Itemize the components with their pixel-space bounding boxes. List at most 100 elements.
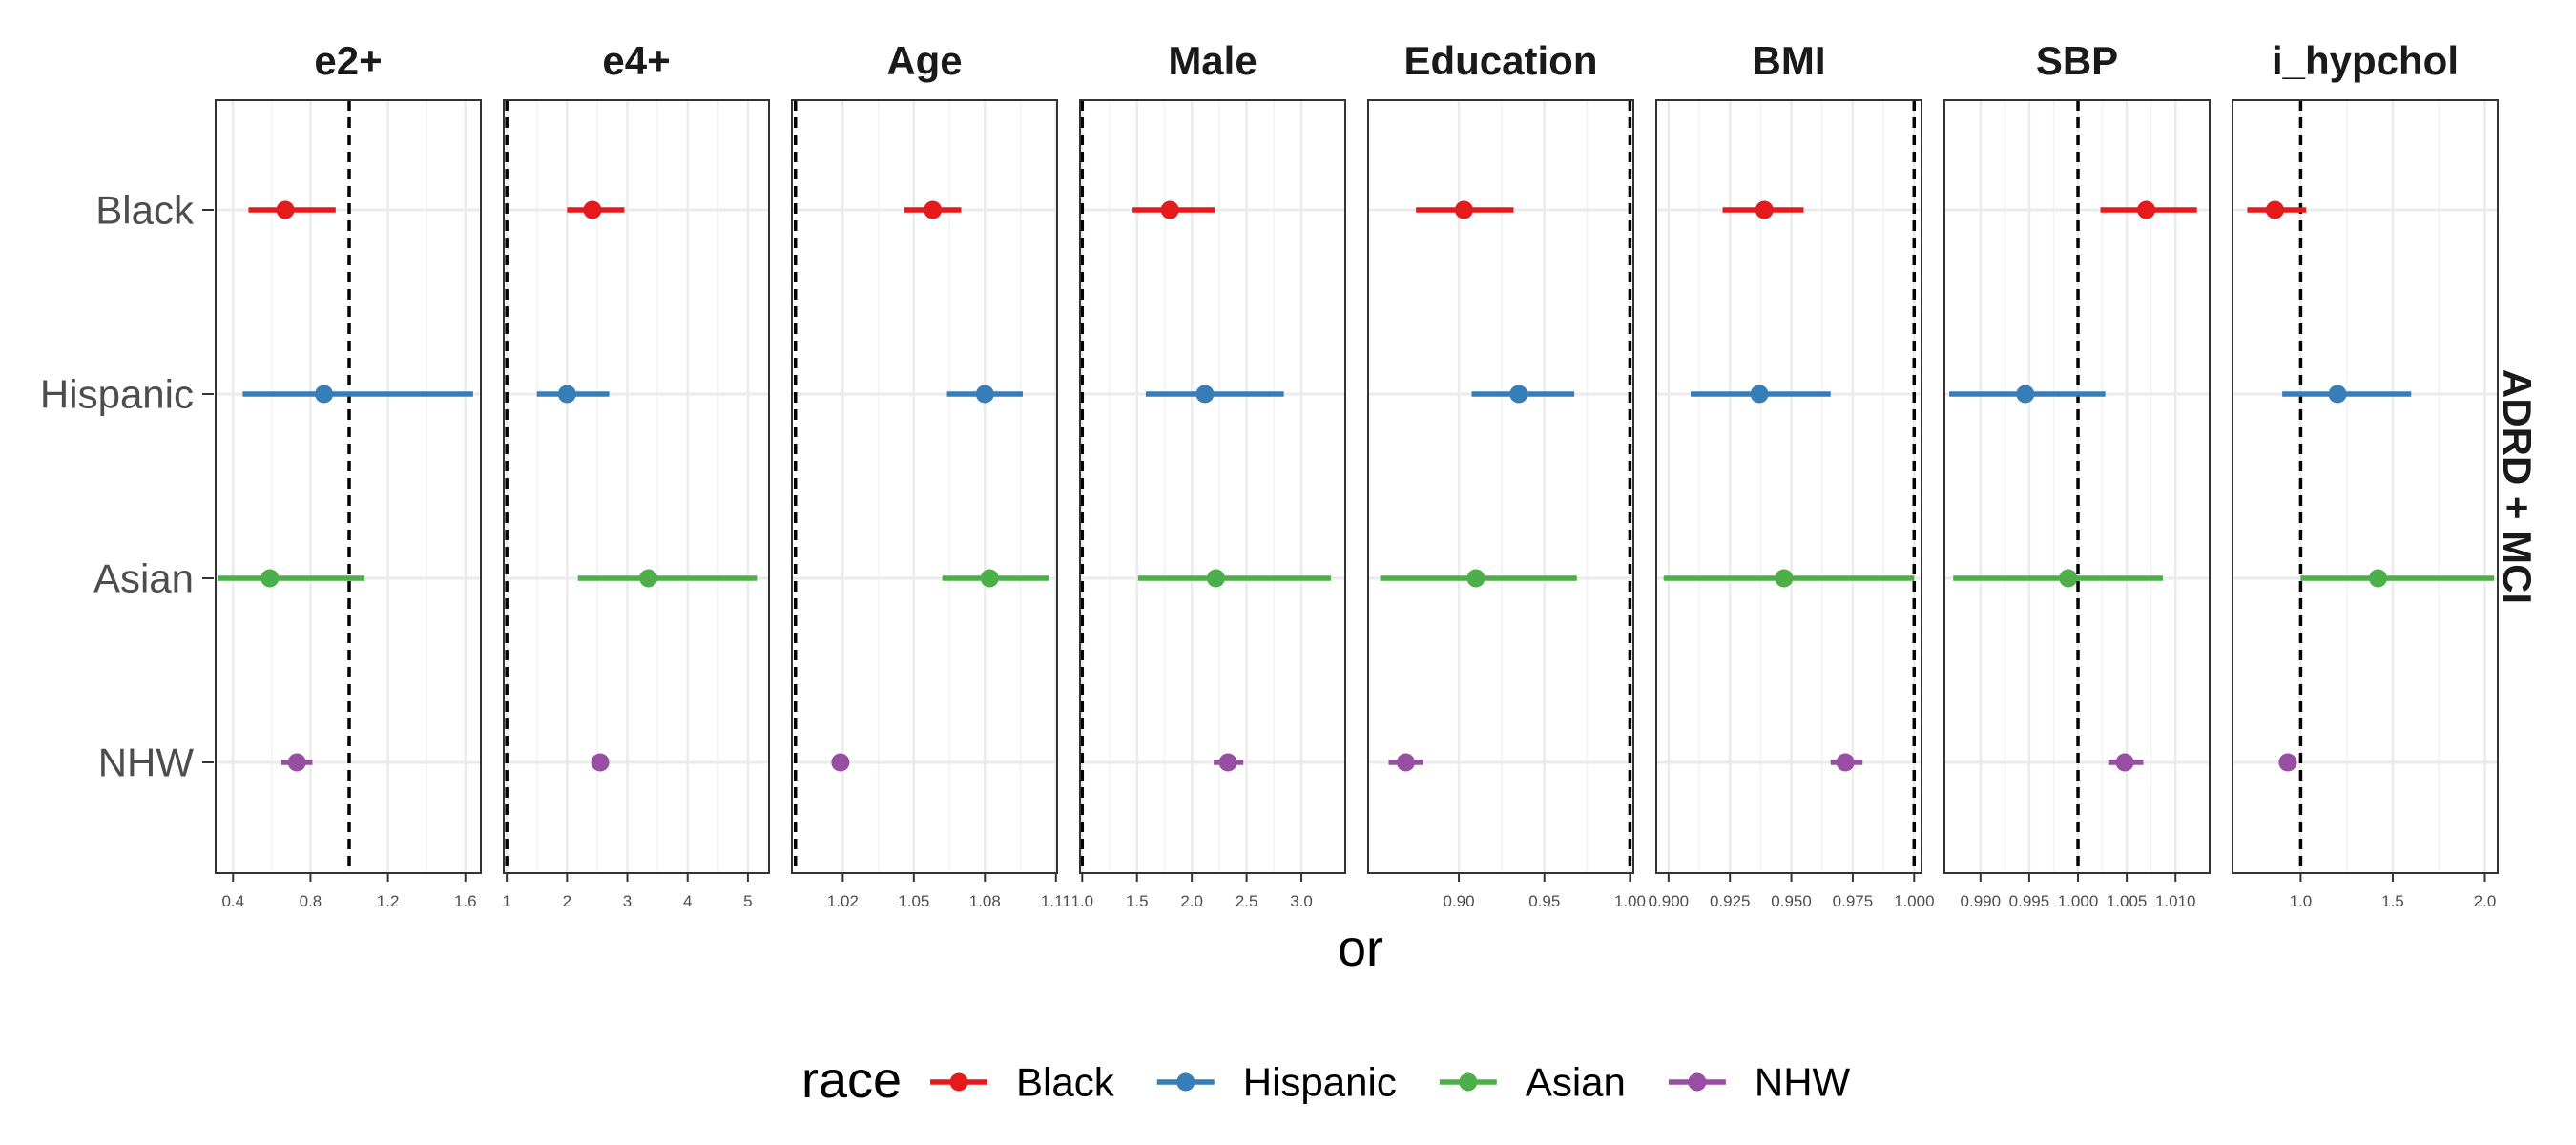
- point-e2--hispanic: [315, 385, 334, 404]
- panel-background: [504, 100, 769, 873]
- x-tick-label: 1.000: [2058, 892, 2099, 910]
- legend-key-point: [1176, 1072, 1195, 1092]
- point-bmi-black: [1755, 200, 1774, 219]
- x-tick-label: 0.8: [300, 892, 322, 910]
- facet-title-bmi: BMI: [1753, 38, 1826, 83]
- panel-background: [1368, 100, 1633, 873]
- panel-i-hypchol: i_hypchol 1.0 1.5 2.0: [2232, 38, 2499, 910]
- y-tick-label-asian: Asian: [93, 556, 194, 601]
- x-tick-label: 0.95: [1528, 892, 1560, 910]
- point-male-hispanic: [1195, 385, 1215, 404]
- legend-label-hispanic: Hispanic: [1243, 1060, 1397, 1105]
- x-tick-label: 1.11: [1041, 892, 1071, 910]
- panel-border: [503, 99, 770, 874]
- x-tick-label: 1.2: [377, 892, 400, 910]
- legend-label-black: Black: [1016, 1060, 1115, 1105]
- legend-item-black: Black: [930, 1060, 1115, 1105]
- point-i-hypchol-nhw: [2278, 753, 2297, 772]
- facet-title-age: Age: [886, 38, 962, 83]
- point-sbp-nhw: [2115, 753, 2134, 772]
- x-tick-label: 0.90: [1444, 892, 1475, 910]
- x-tick-label: 2.0: [2474, 892, 2497, 910]
- panel-background: [2233, 100, 2498, 873]
- point-education-hispanic: [1509, 385, 1528, 404]
- legend-key-point: [1459, 1072, 1478, 1092]
- x-tick-label: 1.000: [1894, 892, 1935, 910]
- x-tick-label: 1.005: [2107, 892, 2148, 910]
- x-tick-label: 0.995: [2009, 892, 2050, 910]
- x-tick-label: 0.950: [1771, 892, 1812, 910]
- panel-age: Age 1.02 1.05 1.08 1.11: [791, 38, 1071, 910]
- x-tick-label: 5: [743, 892, 752, 910]
- x-tick-label: 0.975: [1833, 892, 1874, 910]
- panel-border: [791, 99, 1058, 874]
- point-e4--asian: [639, 569, 658, 588]
- point-education-asian: [1466, 569, 1485, 588]
- facet-title-sbp: SBP: [2036, 38, 2118, 83]
- panel-male: Male 1.0 1.5 2.0 2.5 3.0: [1070, 38, 1346, 910]
- point-e4--black: [583, 200, 602, 219]
- x-tick-label: 4: [683, 892, 692, 910]
- x-tick-label: 1.02: [827, 892, 859, 910]
- x-tick-label: 0.925: [1710, 892, 1751, 910]
- point-sbp-hispanic: [2016, 385, 2035, 404]
- panel-bmi: BMI 0.900 0.925 0.950 0.975 1.000: [1649, 38, 1935, 910]
- facet-title-education: Education: [1403, 38, 1597, 83]
- panel-border: [1079, 99, 1346, 874]
- legend-key-point: [949, 1072, 968, 1092]
- point-age-nhw: [831, 753, 850, 772]
- x-tick-label: 0.900: [1649, 892, 1690, 910]
- legend-item-nhw: NHW: [1668, 1060, 1851, 1105]
- x-tick-label: 0.990: [1961, 892, 2002, 910]
- x-tick-label: 1.0: [1070, 892, 1093, 910]
- panel-background: [1080, 100, 1345, 873]
- x-tick-label: 1.5: [1126, 892, 1149, 910]
- legend-item-hispanic: Hispanic: [1156, 1060, 1397, 1105]
- x-axis-label: or: [1338, 920, 1383, 977]
- panel-sbp: SBP 0.990 0.995 1.000 1.005 1.010: [1943, 38, 2211, 910]
- point-sbp-black: [2137, 200, 2156, 219]
- legend-label-asian: Asian: [1526, 1060, 1626, 1105]
- point-e2--nhw: [287, 753, 306, 772]
- point-e2--asian: [260, 569, 280, 588]
- panel-border: [1943, 99, 2211, 874]
- panel-background: [1656, 100, 1922, 873]
- y-tick-label-black: Black: [95, 188, 195, 233]
- point-male-black: [1160, 200, 1179, 219]
- panel-border: [215, 99, 482, 874]
- point-age-asian: [980, 569, 999, 588]
- point-education-black: [1454, 200, 1473, 219]
- x-tick-label: 1.010: [2155, 892, 2196, 910]
- panel-e2-: e2+ 0.4 0.8 1.2 1.6: [215, 38, 482, 910]
- point-age-black: [924, 200, 943, 219]
- x-tick-label: 0.4: [221, 892, 244, 910]
- x-tick-label: 2: [563, 892, 571, 910]
- panel-border: [1367, 99, 1634, 874]
- facet-title-male: Male: [1168, 38, 1257, 83]
- point-bmi-nhw: [1836, 753, 1855, 772]
- x-tick-label: 2.5: [1236, 892, 1258, 910]
- point-i-hypchol-black: [2265, 200, 2284, 219]
- legend-item-asian: Asian: [1439, 1060, 1626, 1105]
- facet-title-i-hypchol: i_hypchol: [2272, 38, 2459, 83]
- x-tick-label: 1.0: [2290, 892, 2313, 910]
- x-tick-label: 1.05: [898, 892, 929, 910]
- point-male-nhw: [1218, 753, 1237, 772]
- y-tick-label-nhw: NHW: [98, 740, 195, 785]
- point-i-hypchol-asian: [2369, 569, 2388, 588]
- facet-title-e4-: e4+: [602, 38, 670, 83]
- y-axis: Black Hispanic Asian NHW: [40, 188, 214, 785]
- x-tick-label: 1.00: [1614, 892, 1646, 910]
- panel-education: Education 0.90 0.95 1.00: [1367, 38, 1646, 910]
- point-bmi-asian: [1775, 569, 1794, 588]
- facet-strip-label: ADRD + MCI: [2495, 369, 2540, 604]
- legend-title: race: [801, 1051, 902, 1109]
- point-bmi-hispanic: [1750, 385, 1769, 404]
- point-e4--nhw: [591, 753, 610, 772]
- point-male-asian: [1206, 569, 1225, 588]
- panel-background: [792, 100, 1057, 873]
- x-tick-label: 1.6: [454, 892, 477, 910]
- panel-border: [2232, 99, 2499, 874]
- x-tick-label: 1.08: [969, 892, 1001, 910]
